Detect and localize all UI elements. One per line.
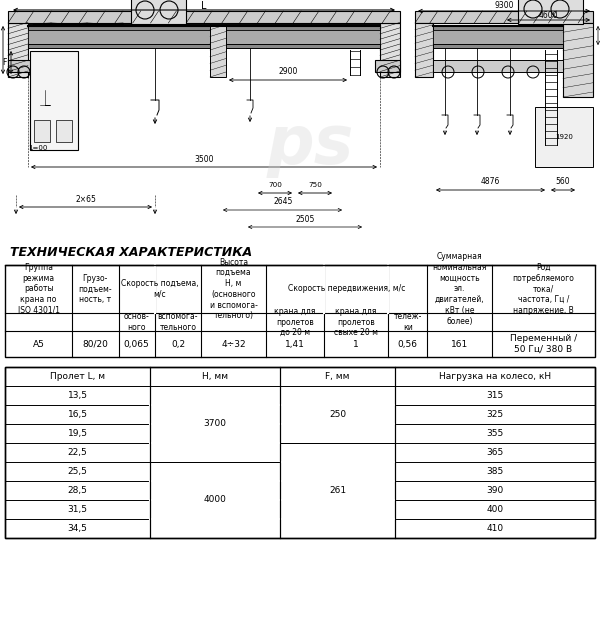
Text: 1=00: 1=00 — [28, 145, 47, 151]
Bar — [30, 51, 78, 150]
Bar — [433, 60, 563, 72]
Text: Нагрузка на колесо, кН: Нагрузка на колесо, кН — [439, 372, 551, 381]
Bar — [5, 367, 595, 538]
Text: 80/20: 80/20 — [82, 340, 109, 349]
Bar — [8, 11, 400, 23]
Text: 315: 315 — [487, 391, 503, 400]
Text: 19,5: 19,5 — [67, 429, 88, 438]
Text: тележ-
ки: тележ- ки — [394, 312, 422, 332]
Bar — [8, 60, 33, 72]
Text: 9300: 9300 — [494, 1, 514, 11]
Text: вспомога-
тельного: вспомога- тельного — [158, 312, 198, 332]
Text: 750: 750 — [308, 182, 322, 188]
Text: 161: 161 — [451, 340, 468, 349]
Bar — [5, 265, 595, 357]
Text: 31,5: 31,5 — [67, 505, 88, 514]
Bar — [56, 120, 72, 142]
Text: 355: 355 — [487, 429, 503, 438]
Text: 0,2: 0,2 — [171, 340, 185, 349]
Text: A5: A5 — [32, 340, 44, 349]
Text: Скорость подъема,
м/с: Скорость подъема, м/с — [121, 279, 199, 299]
Text: Н, мм: Н, мм — [202, 372, 228, 381]
Text: 1: 1 — [353, 340, 359, 349]
Text: 22,5: 22,5 — [68, 448, 88, 457]
Text: 3500: 3500 — [194, 156, 214, 164]
Text: 0,065: 0,065 — [124, 340, 149, 349]
Text: 400: 400 — [487, 505, 503, 514]
Text: L: L — [201, 1, 207, 11]
Text: 1,41: 1,41 — [285, 340, 305, 349]
Text: 2900: 2900 — [278, 67, 298, 76]
Bar — [375, 60, 400, 72]
Text: 28,5: 28,5 — [68, 486, 88, 495]
Text: 390: 390 — [487, 486, 503, 495]
Text: 1920: 1920 — [555, 134, 573, 140]
Bar — [518, 0, 583, 24]
Text: 2×65: 2×65 — [75, 194, 96, 203]
Text: Род
потребляемого
тока/
частота, Гц /
напряжение, В: Род потребляемого тока/ частота, Гц / на… — [512, 263, 574, 315]
Text: 2505: 2505 — [295, 215, 314, 224]
Text: 4000: 4000 — [203, 495, 226, 504]
Text: крана для
пролетов
до 20 м: крана для пролетов до 20 м — [274, 307, 316, 337]
Text: 13,5: 13,5 — [67, 391, 88, 400]
Bar — [5, 367, 595, 538]
Text: 325: 325 — [487, 410, 503, 419]
Bar — [28, 30, 380, 45]
Text: 34,5: 34,5 — [68, 524, 88, 533]
Text: Высота
подъема
Н, м
(основного
и вспомога-
тельного): Высота подъема Н, м (основного и вспомог… — [209, 258, 257, 320]
Text: 16,5: 16,5 — [67, 410, 88, 419]
Text: 0,56: 0,56 — [398, 340, 418, 349]
Text: 560: 560 — [556, 178, 571, 187]
Text: F: F — [2, 58, 7, 67]
Text: 25,5: 25,5 — [68, 467, 88, 476]
Bar — [433, 44, 563, 48]
Text: Группа
режима
работы
крана по
ISO 4301/1: Группа режима работы крана по ISO 4301/1 — [17, 263, 59, 315]
Text: ps: ps — [266, 112, 353, 178]
Text: 700: 700 — [268, 182, 282, 188]
Text: 2645: 2645 — [274, 197, 293, 206]
Bar — [563, 23, 593, 97]
Text: 4600: 4600 — [539, 11, 558, 20]
Bar — [8, 23, 28, 77]
Text: Пролет L, м: Пролет L, м — [50, 372, 105, 381]
Text: ТЕХНИЧЕСКАЯ ХАРАКТЕРИСТИКА: ТЕХНИЧЕСКАЯ ХАРАКТЕРИСТИКА — [10, 246, 252, 260]
Bar — [433, 30, 563, 45]
Text: Переменный /
50 Гц/ 380 В: Переменный / 50 Гц/ 380 В — [510, 334, 577, 354]
Bar — [28, 44, 380, 48]
Text: 4876: 4876 — [481, 178, 500, 187]
Text: Скорость передвижения, м/с: Скорость передвижения, м/с — [288, 284, 405, 293]
Text: 261: 261 — [329, 486, 346, 495]
Text: 250: 250 — [329, 410, 346, 419]
Text: Грузо-
подъем-
ность, т: Грузо- подъем- ность, т — [79, 274, 112, 304]
Text: Суммарная
номинальная
мощность
эл.
двигателей,
кВт (не
более): Суммарная номинальная мощность эл. двига… — [432, 252, 487, 326]
Text: 385: 385 — [487, 467, 503, 476]
Bar — [210, 23, 226, 77]
Text: 3700: 3700 — [203, 420, 227, 429]
Bar — [415, 23, 433, 77]
Text: 410: 410 — [487, 524, 503, 533]
Bar — [131, 0, 186, 24]
Bar — [415, 11, 593, 23]
Bar — [34, 120, 50, 142]
Text: крана для
пролетов
свыхе 20 м: крана для пролетов свыхе 20 м — [334, 307, 378, 337]
Bar — [433, 26, 563, 30]
Text: 4÷32: 4÷32 — [221, 340, 246, 349]
Bar — [380, 23, 400, 77]
Text: F, мм: F, мм — [325, 372, 350, 381]
Bar — [535, 107, 593, 167]
Text: 365: 365 — [487, 448, 503, 457]
Text: основ-
ного: основ- ного — [124, 312, 149, 332]
Bar — [28, 26, 380, 30]
